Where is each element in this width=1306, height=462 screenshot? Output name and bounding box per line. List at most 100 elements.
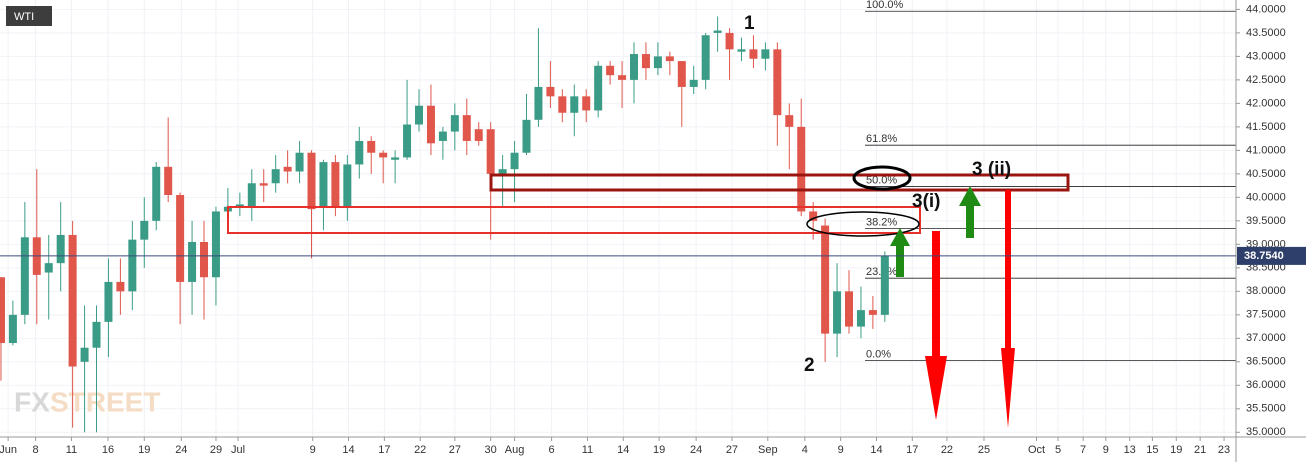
last-price-box [1237,246,1306,265]
candle-body [594,65,603,111]
wave-label: 3 (ii) [972,159,1011,180]
x-tick-label: 17 [378,444,390,456]
candle-body [653,56,662,69]
candle-body [116,281,125,292]
candle-body [833,291,842,334]
annotations: 1 2 3(i) 3 (ii) [227,13,1070,428]
x-tick-label: 16 [102,444,114,456]
candle-body [438,131,447,141]
candle-body [522,119,531,153]
candle-body [391,157,400,160]
x-tick-label: 9 [1103,444,1109,456]
candle-body [367,140,376,153]
candle-body [868,310,877,315]
x-tick-label: 22 [414,444,426,456]
candle-body [211,211,220,278]
x-tick-label: 21 [1194,444,1206,456]
grid [0,0,1236,437]
x-tick-label: 17 [906,444,918,456]
candle-body [570,96,579,113]
candle-body [331,162,340,207]
x-tick-label: 7 [1080,444,1086,456]
x-tick-label: 4 [802,444,808,456]
x-tick-label: 9 [310,444,316,456]
candle-body [271,169,280,184]
candle-body [713,30,722,33]
fib-label: 61.8% [866,133,897,145]
candle-body [880,256,889,315]
x-tick-label: 29 [210,444,222,456]
resistance-zone [489,173,1070,192]
y-tick-label: 41.5000 [1246,121,1286,133]
x-tick-label: 22 [941,444,953,456]
x-tick-label: 24 [175,444,187,456]
x-tick-label: Sep [758,444,778,456]
y-tick-label: 43.0000 [1246,50,1286,62]
candle-body [701,35,710,80]
fib-label: 38.2% [866,216,897,228]
candle-body [80,347,89,362]
arrow-down [925,231,947,420]
wave-label: 2 [804,355,815,376]
y-tick-label: 42.0000 [1246,97,1286,109]
candle-body [56,234,65,264]
candle-body [821,225,830,334]
y-tick-label: 44.0000 [1246,3,1286,15]
arrow-up [959,186,981,238]
candle-body [510,152,519,170]
x-tick-label: 8 [33,444,39,456]
y-tick-label: 35.0000 [1246,426,1286,438]
candle-body [606,65,615,76]
candle-body [845,291,854,327]
logo-street: STREET [50,386,160,417]
x-tick-label: 19 [1170,444,1182,456]
candle-body [641,54,650,69]
y-tick-label: 39.5000 [1246,215,1286,227]
x-tick-label: 24 [690,444,702,456]
symbol: WTI [14,11,34,23]
y-tick-label: 36.0000 [1246,379,1286,391]
x-tick-label: 30 [485,444,497,456]
x-tick-label: Aug [505,444,525,456]
candle-body [295,152,304,172]
candle-body [415,105,424,125]
candle-body [582,96,591,111]
candle-body [259,183,268,186]
candle-body [128,239,137,292]
x-tick-label: 13 [1124,444,1136,456]
x-tick-label: 11 [582,444,593,456]
y-tick-label: 40.0000 [1246,191,1286,203]
x-tick-label: 9 [838,444,844,456]
x-tick-label: Jul [231,444,245,456]
candle-body [92,321,101,348]
candle-body [355,140,364,165]
candle-body [546,86,555,97]
support-zone [227,206,921,234]
candle-body [797,126,806,212]
candle-body [498,169,507,174]
candle-body [534,86,543,120]
candle-body [785,115,794,127]
candle-body [0,277,5,344]
candle-body [689,79,698,87]
candle-body [462,115,471,141]
candle-body [8,314,17,344]
candle-body [200,241,209,278]
candle-body [856,310,865,327]
y-tick-label: 35.5000 [1246,403,1286,415]
candle-body [558,96,567,113]
y-tick-label: 42.5000 [1246,74,1286,86]
x-tick-label: 25 [978,444,990,456]
fib-label: 50.0% [866,174,897,186]
y-tick-label: 36.5000 [1246,356,1286,368]
x-tick-label: Jun [0,444,17,456]
candle-body [618,75,627,80]
candle-body [235,204,244,207]
x-tick-label: 14 [617,444,629,456]
candle-body [68,234,77,367]
x-tick-label: 14 [342,444,354,456]
candle-body [176,195,185,282]
x-tick-label: 11 [66,444,77,456]
